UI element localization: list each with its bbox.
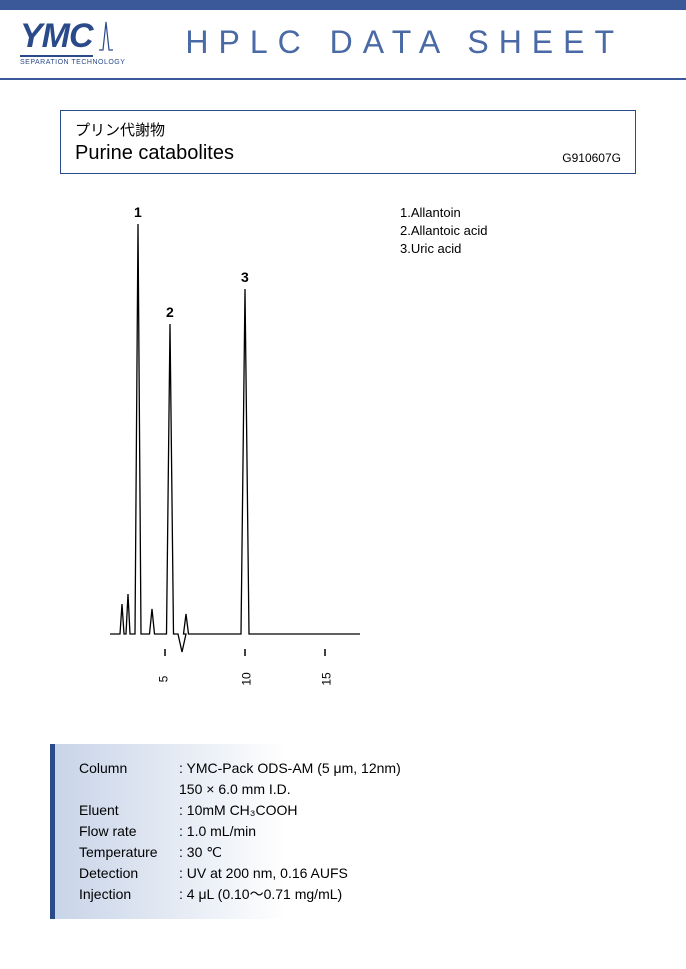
x-axis-tick-label: 10 [240, 672, 254, 685]
legend-item: 2.Allantoic acid [400, 222, 487, 240]
peak-number-label: 1 [134, 204, 142, 220]
legend-item: 3.Uric acid [400, 240, 487, 258]
header: YMC SEPARATION TECHNOLOGY HPLC DATA SHEE… [0, 10, 686, 80]
logo-text: YMC [20, 19, 93, 57]
peak-number-label: 3 [241, 269, 249, 285]
condition-value: : YMC-Pack ODS-AM (5 μm, 12nm) [179, 758, 401, 779]
condition-row: Flow rate: 1.0 mL/min [79, 821, 616, 842]
condition-row: Column: YMC-Pack ODS-AM (5 μm, 12nm) [79, 758, 616, 779]
peak-number-label: 2 [166, 304, 174, 320]
conditions-box: Column: YMC-Pack ODS-AM (5 μm, 12nm) 150… [50, 744, 636, 919]
document-code: G910607G [562, 151, 621, 165]
condition-value-cont: 150 × 6.0 mm I.D. [179, 779, 616, 800]
title-english: Purine catabolites [75, 142, 234, 165]
legend-item: 1.Allantoin [400, 204, 487, 222]
logo-subtitle: SEPARATION TECHNOLOGY [20, 59, 125, 66]
condition-label: Column [79, 758, 179, 779]
condition-label: Injection [79, 884, 179, 905]
condition-label: Detection [79, 863, 179, 884]
logo: YMC SEPARATION TECHNOLOGY [20, 18, 125, 66]
logo-peak-icon [97, 18, 115, 57]
chromatogram-area: 1 2 3 1.Allantoin2.Allantoic acid3.Uric ac… [60, 194, 646, 714]
condition-row: Temperature: 30 ℃ [79, 842, 616, 863]
condition-value: : 4 μL (0.10～0.71 mg/mL) [179, 884, 342, 905]
condition-row: Injection: 4 μL (0.10～0.71 mg/mL) [79, 884, 616, 905]
condition-value: : UV at 200 nm, 0.16 AUFS [179, 863, 348, 884]
condition-label: Eluent [79, 800, 179, 821]
condition-value: : 1.0 mL/min [179, 821, 256, 842]
chromatogram-svg [90, 194, 390, 694]
title-box: プリン代謝物 Purine catabolites G910607G [60, 110, 636, 174]
x-axis-tick-label: 15 [320, 672, 334, 685]
condition-value: : 10mM CH₃COOH [179, 800, 298, 821]
top-accent-bar [0, 0, 686, 10]
peak-legend: 1.Allantoin2.Allantoic acid3.Uric acid [400, 204, 487, 259]
condition-row: Detection: UV at 200 nm, 0.16 AUFS [79, 863, 616, 884]
page-title: HPLC DATA SHEET [143, 24, 666, 61]
condition-label: Temperature [79, 842, 179, 863]
title-japanese: プリン代謝物 [75, 119, 234, 140]
x-axis-tick-label: 5 [156, 676, 170, 683]
condition-value: : 30 ℃ [179, 842, 222, 863]
condition-label: Flow rate [79, 821, 179, 842]
condition-row: Eluent: 10mM CH₃COOH [79, 800, 616, 821]
